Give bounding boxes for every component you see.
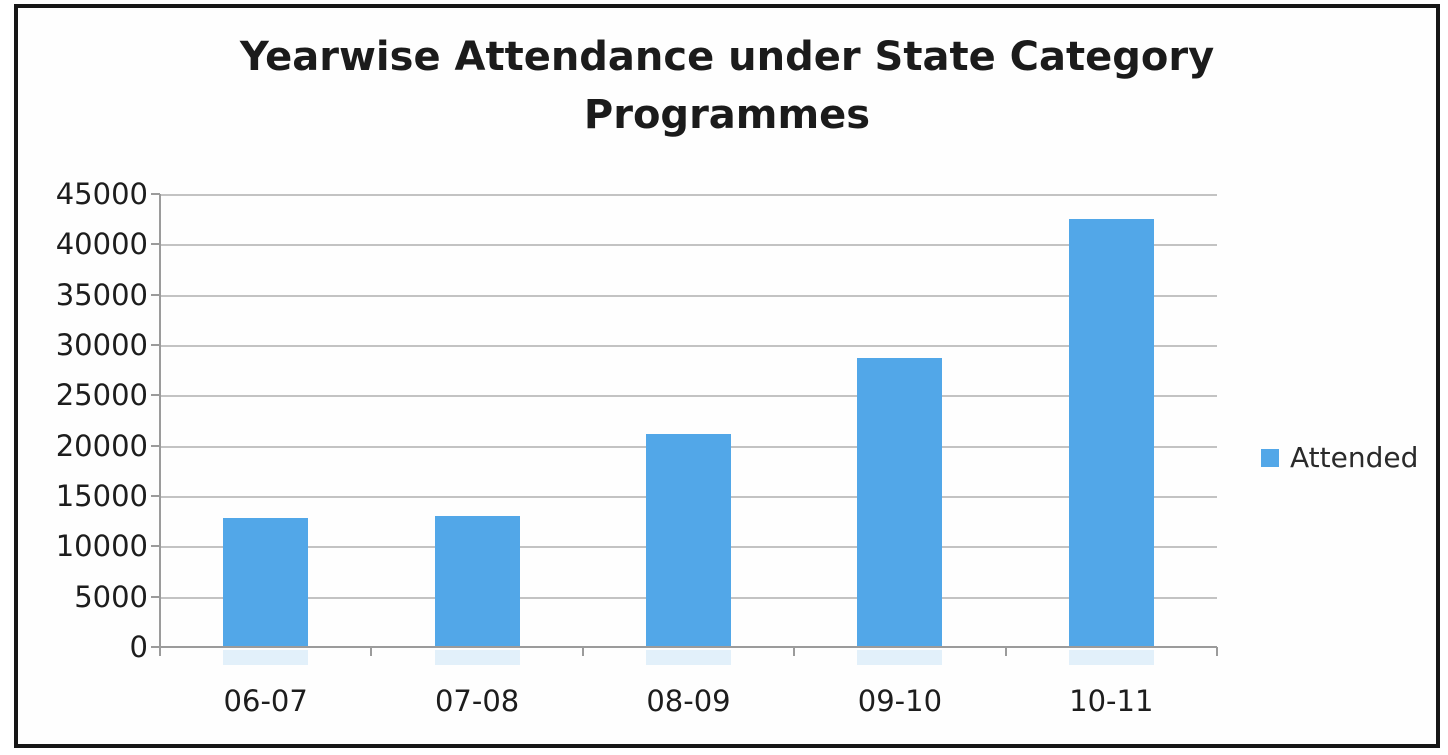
legend-swatch-attended-icon xyxy=(1261,448,1279,467)
x-tick-3 xyxy=(793,647,796,656)
bar-reflection-08-09 xyxy=(646,650,731,665)
y-tick-label-25000: 25000 xyxy=(55,378,148,413)
gridline-25000 xyxy=(160,395,1217,398)
y-tick-25000 xyxy=(151,394,160,397)
chart-frame: Yearwise Attendance under State Category… xyxy=(14,4,1440,748)
y-tick-15000 xyxy=(151,495,160,497)
x-tick-4 xyxy=(1004,647,1007,656)
bar-reflection-09-10 xyxy=(857,650,943,665)
x-axis-line xyxy=(152,646,1217,648)
x-tick-0 xyxy=(159,647,161,656)
plot-area xyxy=(151,193,1218,665)
y-tick-label-15000: 15000 xyxy=(55,479,148,513)
bar-06-07 xyxy=(223,518,309,647)
x-label-07-08: 07-08 xyxy=(434,684,520,718)
y-tick-30000 xyxy=(151,344,160,346)
gridline-30000 xyxy=(160,345,1217,347)
x-label-08-09: 08-09 xyxy=(646,684,731,718)
y-axis-line xyxy=(159,194,161,655)
bar-08-09 xyxy=(646,433,731,647)
bar-reflection-07-08 xyxy=(434,650,520,665)
x-tick-2 xyxy=(581,647,584,656)
bar-reflection-10-11 xyxy=(1068,650,1154,665)
y-tick-40000 xyxy=(151,243,160,246)
y-tick-label-40000: 40000 xyxy=(55,227,148,262)
y-tick-45000 xyxy=(151,193,160,195)
x-label-10-11: 10-11 xyxy=(1069,684,1154,718)
y-tick-5000 xyxy=(151,595,160,598)
y-tick-20000 xyxy=(151,444,160,447)
bar-07-08 xyxy=(434,516,520,647)
bar-10-11 xyxy=(1068,219,1154,647)
y-tick-label-10000: 10000 xyxy=(55,529,148,564)
gridline-35000 xyxy=(160,294,1217,297)
x-label-09-10: 09-10 xyxy=(857,684,943,718)
y-tick-10000 xyxy=(151,545,160,548)
y-tick-label-20000: 20000 xyxy=(55,428,148,463)
bar-09-10 xyxy=(857,358,943,647)
y-tick-label-30000: 30000 xyxy=(55,328,148,362)
gridline-45000 xyxy=(160,194,1217,196)
y-tick-label-5000: 5000 xyxy=(74,579,148,614)
legend-label: Attended xyxy=(1290,441,1419,474)
chart-title: Yearwise Attendance under State Category… xyxy=(239,34,1215,138)
y-tick-35000 xyxy=(151,293,160,296)
y-tick-label-0: 0 xyxy=(129,630,148,664)
x-tick-5 xyxy=(1216,647,1218,656)
y-tick-label-35000: 35000 xyxy=(55,277,148,312)
y-tick-0 xyxy=(151,646,160,648)
bar-reflection-06-07 xyxy=(223,650,309,665)
x-label-06-07: 06-07 xyxy=(223,684,308,718)
y-tick-label-45000: 45000 xyxy=(55,177,148,211)
legend: Attended xyxy=(1261,441,1418,474)
gridline-40000 xyxy=(160,244,1217,247)
x-tick-1 xyxy=(370,647,373,656)
